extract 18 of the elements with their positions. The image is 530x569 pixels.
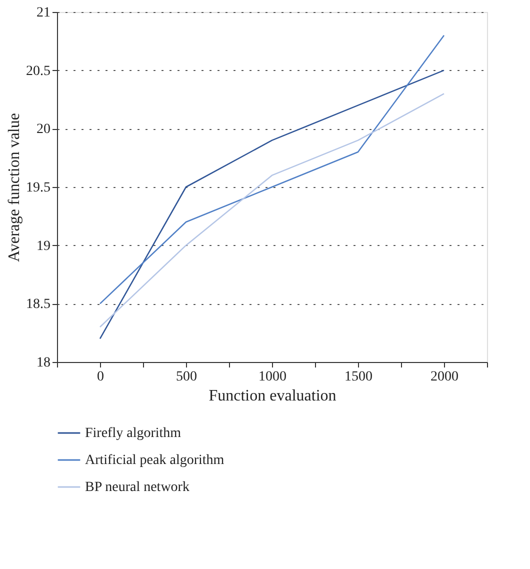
y-tick-label: 19 bbox=[36, 238, 50, 254]
x-tick-label: 2000 bbox=[430, 370, 458, 384]
legend-label: Firefly algorithm bbox=[85, 426, 182, 441]
x-tick-label: 1500 bbox=[344, 370, 372, 384]
y-tick-label: 20 bbox=[36, 122, 50, 138]
legend-label: BP neural network bbox=[85, 480, 190, 495]
y-tick-label: 19.5 bbox=[26, 180, 50, 196]
y-tick-label: 18 bbox=[36, 356, 50, 370]
y-tick-label: 18.5 bbox=[26, 297, 50, 312]
x-tick-label: 1000 bbox=[258, 370, 286, 384]
x-tick-label: 0 bbox=[97, 370, 104, 384]
y-axis-title: Average function value bbox=[6, 113, 23, 262]
y-tick-label: 20.5 bbox=[26, 64, 50, 79]
x-tick-label: 500 bbox=[176, 370, 197, 384]
legend-label: Artificial peak algorithm bbox=[85, 453, 224, 468]
line-series bbox=[99, 34, 445, 304]
x-axis-title: Function evaluation bbox=[208, 388, 336, 404]
y-tick-label: 21 bbox=[36, 6, 50, 20]
